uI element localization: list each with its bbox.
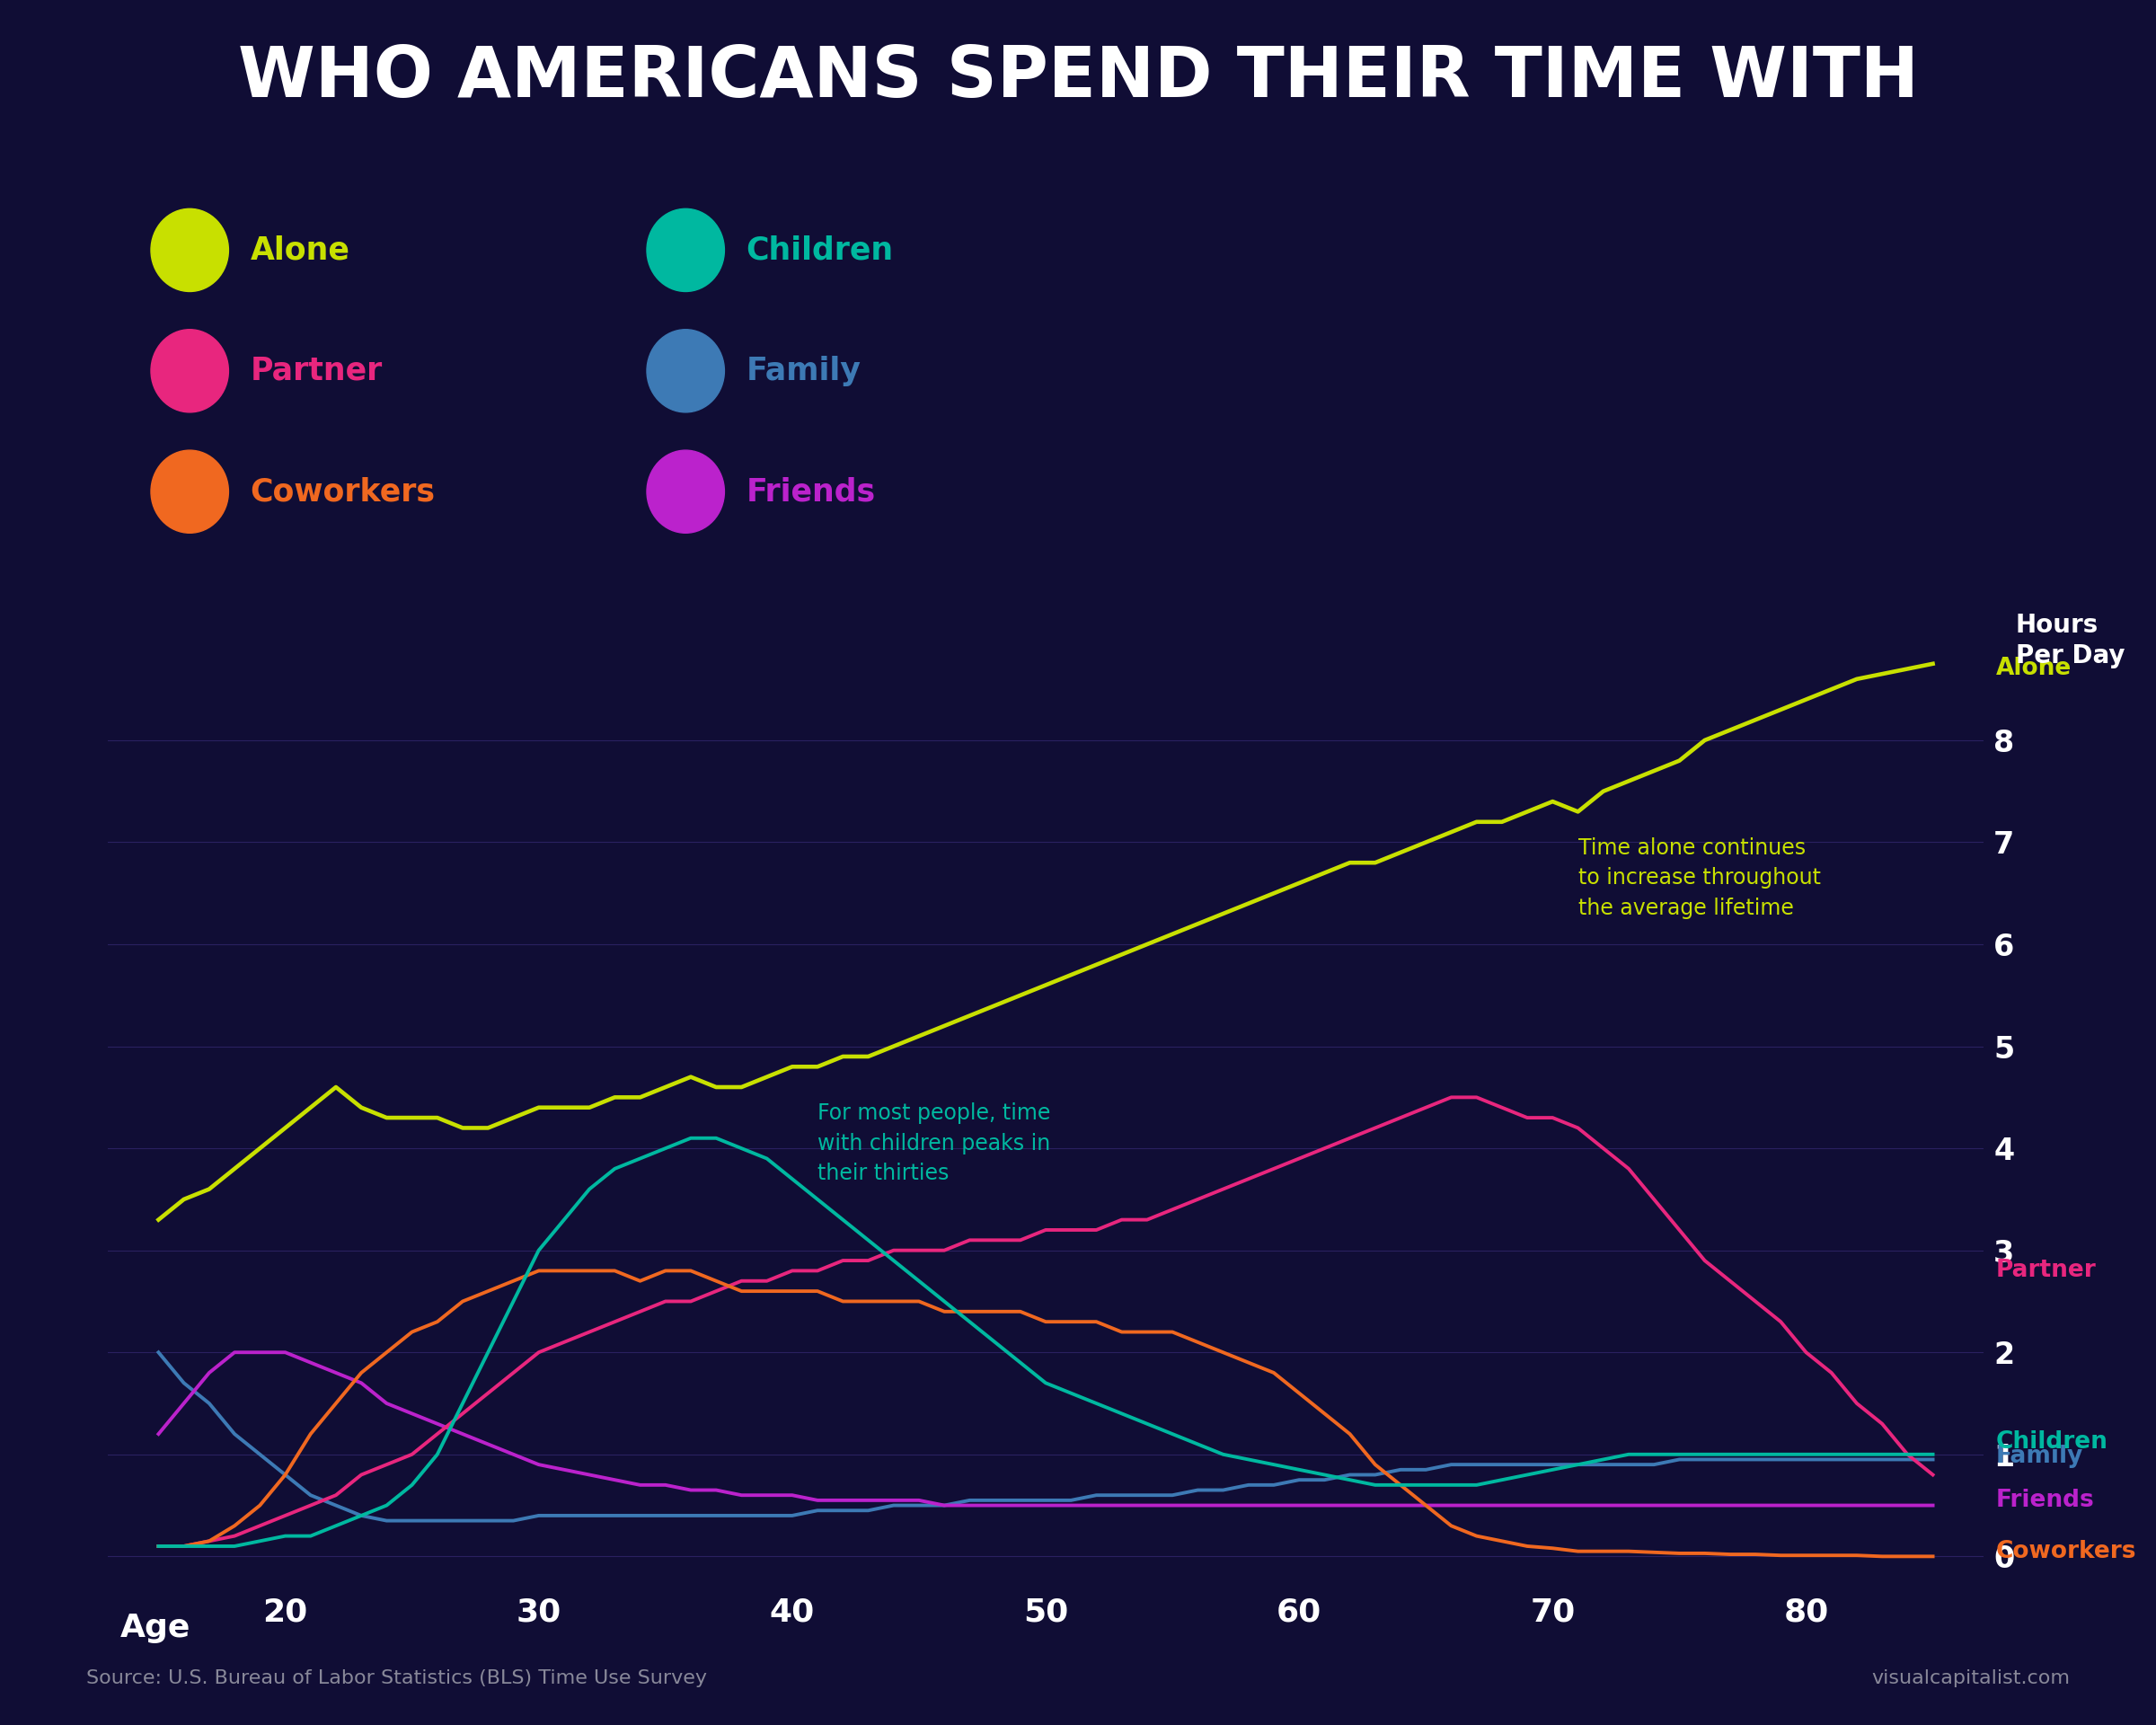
Text: Coworkers: Coworkers bbox=[250, 476, 436, 507]
Text: Friends: Friends bbox=[1996, 1489, 2096, 1513]
Text: Coworkers: Coworkers bbox=[1996, 1540, 2137, 1563]
Text: Alone: Alone bbox=[1996, 657, 2072, 681]
Text: For most people, time
with children peaks in
their thirties: For most people, time with children peak… bbox=[817, 1102, 1050, 1183]
Text: Time alone continues
to increase throughout
the average lifetime: Time alone continues to increase through… bbox=[1578, 837, 1820, 919]
Text: Partner: Partner bbox=[250, 355, 382, 386]
Text: Friends: Friends bbox=[746, 476, 875, 507]
Text: WHO AMERICANS SPEND THEIR TIME WITH: WHO AMERICANS SPEND THEIR TIME WITH bbox=[237, 43, 1919, 112]
Text: Partner: Partner bbox=[1996, 1259, 2096, 1282]
Text: Family: Family bbox=[1996, 1446, 2083, 1468]
Text: Hours
Per Day: Hours Per Day bbox=[2016, 612, 2126, 669]
Text: Alone: Alone bbox=[250, 235, 349, 266]
Text: visualcapitalist.com: visualcapitalist.com bbox=[1871, 1670, 2070, 1687]
Text: Family: Family bbox=[746, 355, 860, 386]
Text: Source: U.S. Bureau of Labor Statistics (BLS) Time Use Survey: Source: U.S. Bureau of Labor Statistics … bbox=[86, 1670, 707, 1687]
Text: Age: Age bbox=[121, 1613, 192, 1642]
Text: Children: Children bbox=[746, 235, 893, 266]
Text: Children: Children bbox=[1996, 1430, 2109, 1454]
